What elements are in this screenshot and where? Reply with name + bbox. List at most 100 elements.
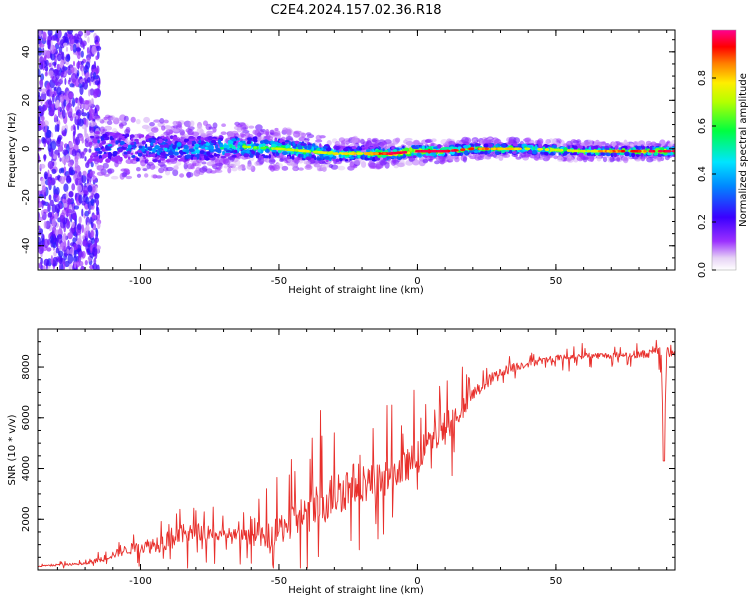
- heatmap-cell: [573, 145, 578, 150]
- spectrogram-panel: -100 -50 0 50 -40 -20 0 20 40 Height of straight…: [7, 29, 676, 296]
- heatmap-cell: [107, 144, 113, 147]
- heatmap-cell: [572, 140, 580, 144]
- heatmap-cell: [86, 111, 90, 119]
- heatmap-cell: [75, 47, 82, 52]
- heatmap-cell: [57, 136, 62, 142]
- heatmap-cell: [75, 115, 79, 120]
- heatmap-cell: [360, 147, 366, 151]
- heatmap-cell: [512, 151, 517, 154]
- heatmap-cell: [349, 156, 355, 160]
- heatmap-cell: [89, 30, 95, 33]
- heatmap-cell: [165, 166, 174, 172]
- heatmap-cell: [125, 175, 133, 180]
- heatmap-cell: [41, 185, 47, 193]
- heatmap-cell: [361, 161, 367, 168]
- colorbar-tick-label: 0.6: [697, 118, 708, 134]
- heatmap-cell: [172, 120, 179, 126]
- heatmap-cell: [463, 145, 469, 149]
- heatmap-cell: [147, 146, 153, 150]
- heatmap-cell: [88, 158, 93, 163]
- heatmap-cell: [640, 155, 646, 162]
- heatmap-cell: [616, 156, 621, 162]
- heatmap-cell: [59, 157, 62, 162]
- heatmap-cell: [89, 132, 96, 137]
- heatmap-cell: [172, 125, 179, 129]
- heatmap-cell: [56, 30, 62, 39]
- heatmap-cell: [47, 39, 51, 50]
- heatmap-cell: [62, 233, 67, 243]
- heatmap-cell: [73, 205, 80, 210]
- colorbar: 0.0 0.2 0.4 0.6 0.8 Normalized spectral ampl…: [697, 29, 749, 278]
- heatmap-cell: [514, 147, 518, 151]
- heatmap-cell: [648, 149, 654, 153]
- heatmap-cell: [287, 156, 290, 160]
- heatmap-cell: [42, 31, 47, 42]
- heatmap-cell: [220, 131, 227, 135]
- heatmap-cell: [91, 170, 96, 175]
- heatmap-cell: [318, 159, 325, 165]
- heatmap-cell: [80, 104, 86, 109]
- heatmap-cell: [62, 109, 66, 119]
- heatmap-cell: [58, 168, 63, 174]
- heatmap-cell: [495, 151, 501, 154]
- heatmap-cell: [375, 149, 382, 153]
- heatmap-cell: [434, 160, 440, 165]
- heatmap-cell: [227, 167, 232, 174]
- heatmap-cell: [51, 103, 55, 110]
- heatmap-cell: [102, 133, 108, 138]
- heatmap-cell: [609, 149, 613, 153]
- heatmap-cell: [349, 152, 354, 155]
- heatmap-cell: [40, 120, 46, 128]
- heatmap-cell: [635, 146, 639, 150]
- heatmap-cell: [537, 138, 544, 145]
- heatmap-cell: [73, 39, 80, 44]
- heatmap-cell: [50, 40, 53, 51]
- heatmap-cell: [555, 148, 562, 152]
- heatmap-cell: [298, 167, 304, 171]
- heatmap-cell: [468, 147, 475, 151]
- heatmap-cell: [91, 185, 96, 193]
- x-tick-label: 50: [550, 276, 563, 287]
- heatmap-cell: [406, 153, 412, 157]
- heatmap-cell: [247, 137, 252, 141]
- heatmap-cell: [622, 141, 630, 145]
- heatmap-cell: [67, 30, 73, 35]
- heatmap-cell: [613, 152, 617, 158]
- heatmap-cell: [118, 157, 123, 162]
- heatmap-cell: [124, 128, 130, 135]
- heatmap-cell: [95, 136, 100, 139]
- heatmap-cell: [534, 144, 538, 149]
- heatmap-cell: [158, 138, 163, 144]
- heatmap-cell: [45, 220, 51, 230]
- spectrogram-ylabel: Frequency (Hz): [7, 112, 18, 188]
- heatmap-cell: [266, 149, 270, 153]
- heatmap-cell: [220, 155, 227, 159]
- heatmap-cell: [268, 164, 273, 169]
- heatmap-cell: [454, 151, 458, 157]
- heatmap-cell: [382, 152, 386, 155]
- heatmap-cell: [239, 132, 245, 138]
- heatmap-cell: [157, 159, 161, 163]
- heatmap-cell: [63, 42, 68, 47]
- heatmap-cell: [92, 152, 98, 156]
- heatmap-cell: [248, 125, 255, 129]
- heatmap-cell: [74, 178, 80, 186]
- heatmap-cell: [154, 145, 160, 150]
- heatmap-cell: [323, 156, 330, 160]
- colorbar-frame: [711, 29, 737, 271]
- heatmap-cell: [517, 147, 522, 151]
- heatmap-cell: [412, 155, 417, 159]
- heatmap-cell: [381, 154, 387, 158]
- heatmap-cell: [92, 175, 98, 183]
- heatmap-cell: [229, 161, 238, 167]
- heatmap-cell: [81, 112, 87, 117]
- heatmap-cell: [95, 45, 102, 52]
- heatmap-cell: [624, 151, 630, 157]
- heatmap-cell: [152, 159, 158, 163]
- heatmap-cell: [186, 163, 195, 170]
- heatmap-cell: [474, 154, 482, 161]
- heatmap-cell: [391, 146, 395, 150]
- heatmap-cell: [169, 135, 174, 140]
- x-tick-label: -100: [129, 576, 152, 587]
- heatmap-cell: [593, 145, 599, 150]
